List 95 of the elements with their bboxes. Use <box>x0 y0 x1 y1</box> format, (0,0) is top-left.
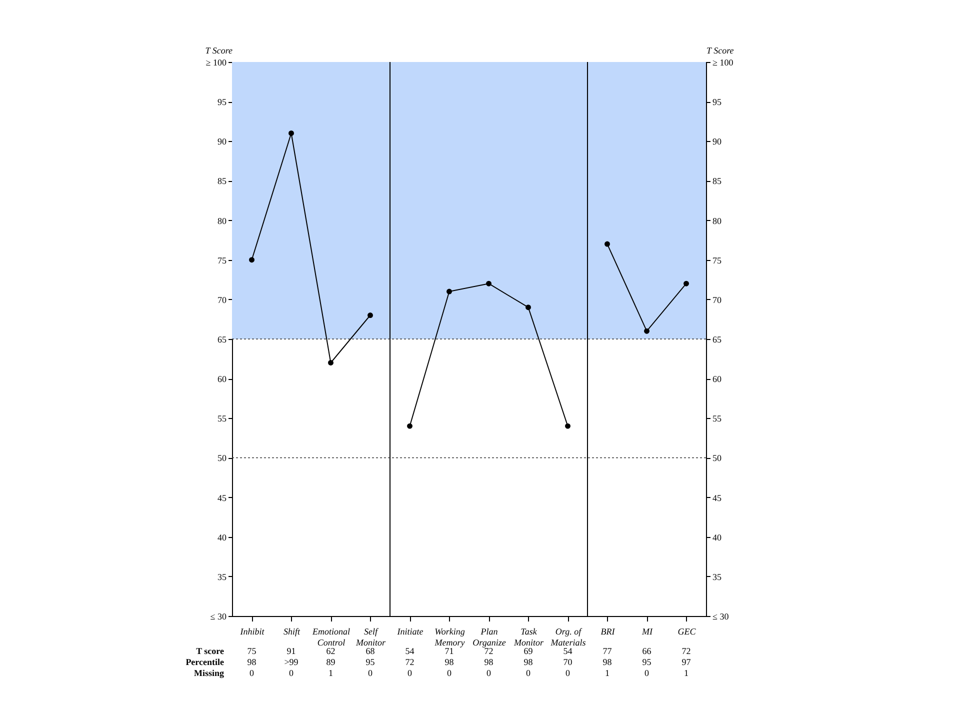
text: 98 <box>484 657 494 667</box>
x-tick-label: Task Monitor <box>512 626 544 648</box>
text: 98 <box>602 657 612 667</box>
text: Percentile <box>186 657 224 667</box>
text: 0 <box>447 668 452 678</box>
text: 98 <box>247 657 257 667</box>
y2-tick-label: 90 <box>712 136 722 147</box>
text: 0 <box>250 668 254 678</box>
y-tick-label: ≤ 30 <box>210 612 227 622</box>
text: 0 <box>368 668 373 678</box>
x-tick-label: Plan Organize <box>472 626 506 648</box>
x-tick-label: Emotional Control <box>312 626 350 648</box>
text: 0 <box>526 668 531 678</box>
text: 0 <box>486 668 492 678</box>
y2-tick-label: ≥ 100 <box>712 58 734 68</box>
text: >99 <box>284 657 299 667</box>
x-tick-label: MI <box>641 626 654 636</box>
x-tick-label: GEC <box>678 626 697 636</box>
y-tick-label: 85 <box>218 176 227 186</box>
text: 62 <box>326 646 336 656</box>
y2-tick-label: 55 <box>712 414 722 424</box>
x-tick-label: Self Monitor <box>354 626 386 648</box>
text: 75 <box>247 646 257 656</box>
point <box>486 280 492 286</box>
text: 97 <box>682 657 692 667</box>
x-tick-label: Initiate <box>396 626 424 636</box>
y-tick-label: 95 <box>218 97 227 108</box>
y-tick-label: 50 <box>218 453 227 464</box>
point <box>526 304 531 310</box>
y-tick-label: 75 <box>218 255 227 266</box>
point <box>446 288 452 294</box>
y2-tick-label: 60 <box>712 374 722 384</box>
text: 0 <box>566 668 570 678</box>
text: 1 <box>328 668 333 678</box>
point <box>604 241 610 247</box>
text: 89 <box>326 657 336 667</box>
y2-tick-label: 75 <box>712 255 722 266</box>
text: 54 <box>563 646 573 656</box>
y2-tick-label: 45 <box>712 492 722 503</box>
text: 72 <box>484 646 494 656</box>
y-tick-label: 40 <box>218 532 227 542</box>
text: Missing <box>194 668 224 678</box>
x-tick-label: Inhibit <box>239 626 265 636</box>
text: 54 <box>405 646 415 656</box>
point <box>368 312 373 318</box>
text: 0 <box>408 668 412 678</box>
y-axis-title: T Score <box>205 46 232 56</box>
text: 66 <box>642 646 652 656</box>
y2-tick-label: 40 <box>712 532 722 542</box>
text: 95 <box>366 657 376 667</box>
y-tick-label: 70 <box>218 294 227 305</box>
text: 95 <box>642 657 652 667</box>
text: 91 <box>286 646 296 656</box>
x-tick-label: Org. of Materials <box>550 626 586 648</box>
text: 1 <box>605 668 610 678</box>
text: T score <box>196 646 224 656</box>
text: 68 <box>366 646 376 656</box>
y-tick-label: 45 <box>218 492 227 503</box>
y2-tick-label: 95 <box>712 97 722 108</box>
point <box>249 257 254 263</box>
x-tick-label: Shift <box>283 626 300 636</box>
text: 69 <box>524 646 534 656</box>
y-tick-label: 90 <box>218 136 227 147</box>
point <box>565 423 570 429</box>
text: 72 <box>682 646 691 656</box>
point <box>644 328 650 334</box>
point <box>684 280 689 286</box>
text: 70 <box>563 657 573 667</box>
text: 98 <box>524 657 534 667</box>
x-tick-label: Working Memory <box>434 626 466 648</box>
text: 72 <box>405 657 414 667</box>
point <box>328 360 334 366</box>
y2-tick-label: 65 <box>712 334 722 344</box>
y-tick-label: 65 <box>218 334 227 344</box>
x-tick-label: BRI <box>600 626 616 636</box>
y-tick-label: 80 <box>218 216 227 226</box>
y-tick-label: 55 <box>218 414 227 424</box>
y2-tick-label: 70 <box>712 294 722 305</box>
text: 98 <box>444 657 454 667</box>
point <box>288 130 294 136</box>
y-tick-label: ≥ 100 <box>206 58 227 68</box>
text: 0 <box>289 668 294 678</box>
y2-tick-label: 80 <box>712 216 722 226</box>
y2-tick-label: 50 <box>712 453 722 464</box>
text: 77 <box>602 646 612 656</box>
y-tick-label: 35 <box>218 572 227 582</box>
y2-tick-label: 85 <box>712 176 722 186</box>
y2-tick-label: ≤ 30 <box>712 612 730 622</box>
point <box>407 423 412 429</box>
y-tick-label: 60 <box>218 374 227 384</box>
text: 0 <box>644 668 650 678</box>
y2-axis-title: T Score <box>706 46 734 56</box>
y2-tick-label: 35 <box>712 572 722 582</box>
text: 1 <box>684 668 688 678</box>
text: 71 <box>444 646 454 656</box>
